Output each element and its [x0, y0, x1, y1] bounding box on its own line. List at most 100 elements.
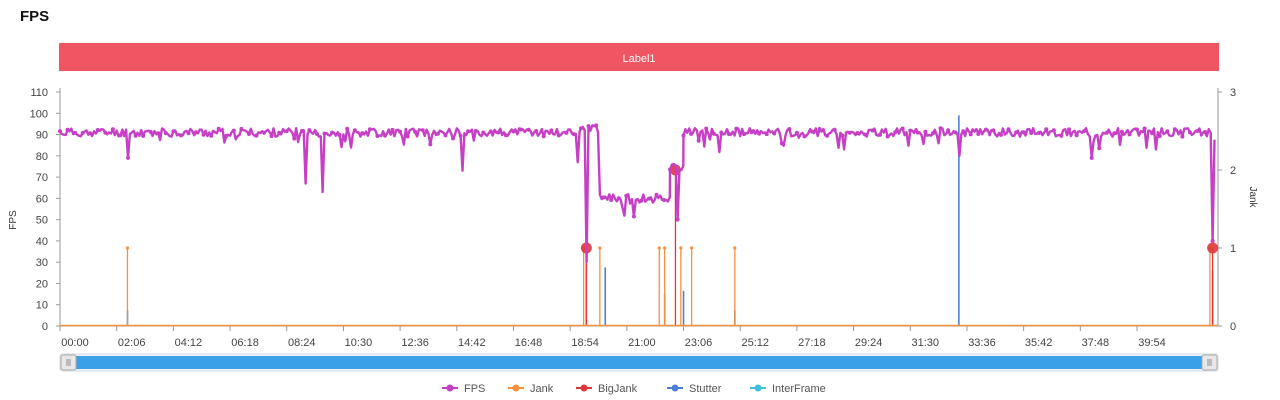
fps-point — [224, 133, 229, 138]
fps-point — [141, 133, 146, 138]
fps-point — [983, 127, 988, 132]
fps-point — [681, 133, 686, 138]
x-tick-label: 18:54 — [571, 337, 599, 349]
zoom-slider[interactable] — [59, 353, 1219, 372]
slider-range[interactable] — [76, 356, 1202, 369]
fps-point — [345, 126, 350, 131]
fps-point — [847, 130, 852, 135]
y-tick-label: 100 — [30, 108, 48, 120]
fps-point — [1135, 127, 1139, 132]
fps-point — [1157, 134, 1162, 139]
fps-point — [194, 130, 198, 135]
fps-point — [451, 136, 455, 141]
fps-point — [1187, 130, 1192, 135]
fps-point — [269, 134, 274, 139]
fps-point — [878, 132, 882, 137]
x-tick-label: 00:00 — [61, 337, 89, 349]
fps-point — [534, 129, 539, 133]
fps-point — [938, 126, 943, 131]
jank-point — [690, 246, 694, 250]
jank-point — [663, 246, 667, 250]
fps-point — [262, 130, 267, 135]
y-tick-label: 60 — [36, 193, 48, 205]
fps-point — [443, 133, 448, 138]
x-tick-label: 04:12 — [175, 337, 203, 349]
fps-point — [148, 129, 153, 134]
fps-point — [749, 130, 754, 135]
fps-point — [564, 130, 569, 135]
x-tick-label: 23:06 — [685, 337, 713, 349]
fps-point — [616, 196, 621, 201]
fps-point — [696, 138, 701, 143]
legend-item-interframe: InterFrame — [750, 383, 826, 395]
jank-point — [679, 246, 683, 250]
y2-tick-label: 0 — [1230, 321, 1236, 333]
fps-point — [390, 127, 395, 132]
x-tick-label: 33:36 — [968, 337, 996, 349]
fps-point — [711, 131, 716, 136]
fps-point — [171, 129, 176, 134]
fps-point — [810, 129, 814, 134]
fps-point — [719, 130, 724, 135]
y-tick-label: 80 — [36, 151, 48, 163]
fps-point — [1021, 130, 1026, 135]
fps-point — [458, 133, 463, 138]
fps-point — [961, 129, 966, 134]
fps-point — [277, 130, 282, 135]
fps-point — [817, 127, 822, 131]
fps-point — [647, 196, 651, 201]
fps-point — [832, 127, 837, 132]
fps-point — [65, 127, 70, 132]
fps-point — [519, 127, 523, 132]
fps-point — [601, 195, 606, 200]
fps-point — [726, 132, 731, 136]
fps-point — [299, 129, 304, 133]
fps-point — [991, 128, 996, 133]
y-tick-label: 40 — [36, 236, 48, 248]
fps-point — [481, 130, 486, 135]
fps-point — [103, 130, 108, 135]
y-tick-label: 110 — [30, 87, 48, 99]
fps-point — [862, 132, 867, 137]
fps-point — [923, 129, 928, 134]
fps-point — [88, 131, 93, 136]
fps-point — [668, 167, 672, 172]
fps-point — [1180, 134, 1185, 139]
fps-point — [1006, 127, 1011, 132]
fps-point — [367, 127, 372, 132]
fps-point — [1067, 127, 1071, 132]
fps-point — [915, 130, 920, 135]
fps-point — [1165, 129, 1170, 134]
legend-item-stutter: Stutter — [667, 383, 722, 395]
fps-point — [999, 132, 1003, 137]
y-tick-label: 10 — [36, 300, 48, 312]
fps-point — [594, 123, 599, 128]
fps-point — [95, 128, 100, 132]
fps-point — [946, 128, 951, 133]
fps-point — [764, 132, 769, 137]
fps-point — [675, 217, 680, 222]
fps-point — [1195, 129, 1200, 133]
y-tick-label: 70 — [36, 172, 48, 184]
x-tick-label: 31:30 — [912, 337, 940, 349]
jank-point — [657, 246, 661, 250]
legend-label: InterFrame — [772, 383, 826, 395]
y2-axis-title: Jank — [1247, 186, 1258, 208]
fps-point — [247, 132, 251, 136]
jank-point — [733, 246, 737, 250]
fps-point — [794, 130, 799, 135]
fps-point — [488, 129, 493, 134]
legend-swatch-marker — [446, 384, 454, 392]
x-tick-label: 02:06 — [118, 337, 146, 349]
fps-point — [1059, 133, 1064, 138]
fps-point — [1014, 130, 1019, 135]
fps-point — [398, 129, 403, 134]
y-tick-label: 90 — [36, 130, 48, 142]
fps-point — [1172, 127, 1177, 132]
fps-point — [556, 133, 561, 138]
fps-point — [118, 133, 123, 138]
fps-line — [58, 124, 1216, 264]
y-axis-right: 0 1 2 3 — [1217, 87, 1236, 333]
x-tick-label: 10:30 — [345, 337, 373, 349]
fps-point — [1044, 127, 1049, 132]
